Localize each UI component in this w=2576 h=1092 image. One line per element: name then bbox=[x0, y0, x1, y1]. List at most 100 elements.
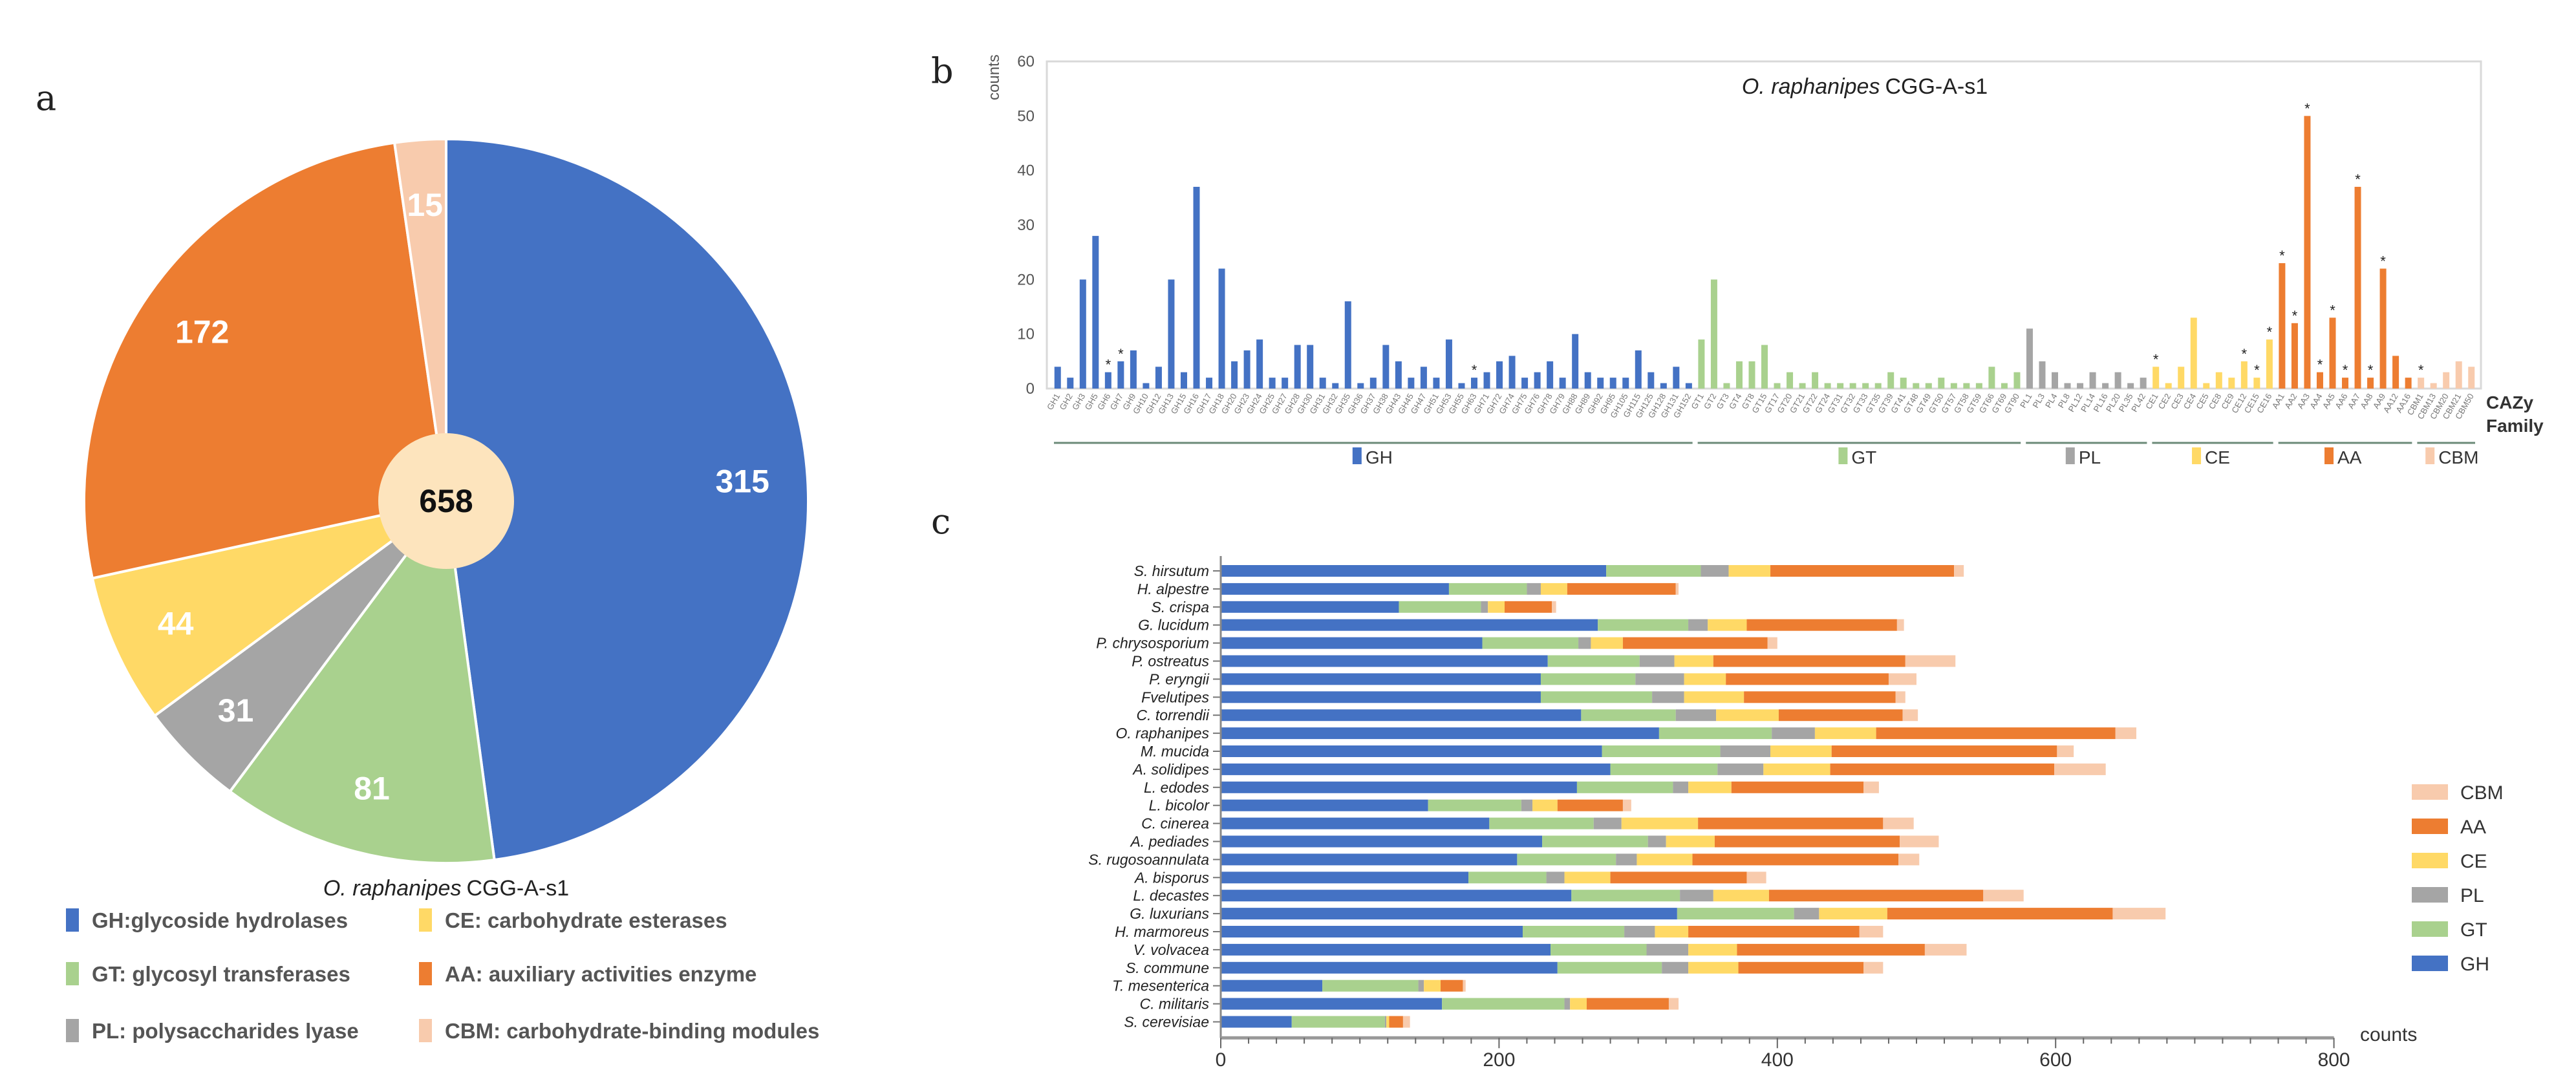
bar-cbm13 bbox=[2430, 383, 2437, 389]
stack-segment-cbm bbox=[2112, 908, 2166, 920]
bar-gh45 bbox=[1408, 378, 1415, 389]
x-tick-label: GT3 bbox=[1714, 392, 1731, 411]
stack-segment-aa bbox=[1726, 673, 1889, 685]
bar-pl1 bbox=[2026, 328, 2033, 389]
species-label: A. pediades bbox=[1130, 833, 1210, 850]
stack-segment-aa bbox=[1744, 691, 1896, 703]
stack-segment-gt bbox=[1540, 673, 1636, 685]
y-tick-label: 20 bbox=[1017, 271, 1035, 288]
bar-gh31 bbox=[1319, 378, 1326, 389]
bar-gh3 bbox=[1079, 279, 1086, 389]
stack-segment-gh bbox=[1221, 890, 1572, 902]
stack-segment-gh bbox=[1221, 583, 1449, 595]
stack-segment-cbm bbox=[1863, 781, 1879, 793]
stack-segment-pl bbox=[1675, 709, 1717, 722]
stack-segment-ce bbox=[1488, 601, 1505, 613]
stack-segment-gh bbox=[1221, 961, 1558, 974]
species-label: A. bisporus bbox=[1133, 869, 1210, 886]
bar-gh16 bbox=[1193, 186, 1200, 389]
species-label: C. militaris bbox=[1140, 996, 1210, 1012]
bar-gh32 bbox=[1332, 383, 1339, 389]
species-label: C. cinerea bbox=[1141, 815, 1209, 832]
stack-segment-pl bbox=[1624, 926, 1655, 937]
legend-swatch-aa bbox=[2412, 819, 2448, 834]
bar-gh17 bbox=[1206, 378, 1213, 389]
bar-gh13 bbox=[1168, 279, 1175, 389]
stack-segment-cbm bbox=[1859, 926, 1884, 937]
bar-aa2 bbox=[2291, 323, 2298, 389]
x-tick-label: AA6 bbox=[2333, 392, 2349, 411]
species-label: S. commune bbox=[1126, 959, 1209, 976]
stack-x-axis-label: counts bbox=[2360, 1024, 2417, 1045]
bar-pl42 bbox=[2140, 378, 2147, 389]
significance-star: * bbox=[2330, 302, 2335, 318]
bar-gh63 bbox=[1470, 378, 1477, 389]
species-label: P. eryngii bbox=[1149, 670, 1210, 687]
bar-pl4 bbox=[2052, 372, 2059, 389]
bar-gh71 bbox=[1483, 372, 1490, 389]
bar-aa12 bbox=[2392, 356, 2399, 389]
stack-segment-ce bbox=[1819, 908, 1887, 920]
bar-gh2 bbox=[1067, 378, 1074, 389]
stack-segment-pl bbox=[1662, 961, 1689, 974]
stack-segment-aa bbox=[1622, 637, 1768, 649]
pie-slice-ce bbox=[91, 500, 447, 718]
pie-legend: GH:glycoside hydrolases GT: glycosyl tran… bbox=[66, 908, 819, 1043]
stack-segment-gt bbox=[1557, 961, 1662, 974]
bar-gh55 bbox=[1458, 383, 1465, 389]
panel-label-a: a bbox=[36, 78, 56, 118]
stack-segment-gt bbox=[1482, 637, 1579, 649]
bar-gt58 bbox=[1963, 383, 1970, 389]
legend-label-pl: PL: polysaccharides lyase bbox=[92, 1019, 359, 1043]
bar-gh24 bbox=[1256, 339, 1263, 389]
bar-gh35 bbox=[1344, 301, 1351, 389]
stack-segment-cbm bbox=[1552, 601, 1556, 613]
x-tick-label: 600 bbox=[2039, 1049, 2072, 1071]
bar-aa3 bbox=[2304, 116, 2311, 389]
legend-swatch-ce bbox=[419, 908, 432, 932]
stack-segment-gt bbox=[1442, 998, 1565, 1010]
stack-segment-gt bbox=[1522, 926, 1625, 937]
stack-segment-aa bbox=[1567, 583, 1676, 595]
stack-legend: CBM AA CE PL GT GH bbox=[2412, 782, 2504, 975]
x-tick-label: CE4 bbox=[2182, 392, 2198, 411]
stack-segment-aa bbox=[1737, 943, 1925, 956]
significance-star: * bbox=[2153, 351, 2159, 367]
stack-segment-pl bbox=[1794, 908, 1819, 920]
species-label: M. mucida bbox=[1141, 743, 1209, 760]
stack-segment-cbm bbox=[2057, 745, 2074, 757]
pie-value-label-aa: 172 bbox=[175, 314, 229, 350]
bar-gh89 bbox=[1584, 372, 1591, 389]
x-tick-label: 200 bbox=[1483, 1049, 1515, 1071]
stack-segment-aa bbox=[1389, 1016, 1403, 1028]
legend-swatch-gt bbox=[66, 962, 79, 985]
bar-gh115 bbox=[1635, 350, 1642, 389]
y-tick-label: 50 bbox=[1017, 107, 1035, 125]
stack-segment-aa bbox=[1505, 601, 1552, 613]
bar-pl16 bbox=[2102, 383, 2109, 389]
group-label-ce: CE bbox=[2205, 447, 2230, 467]
bar-ce2 bbox=[2165, 383, 2172, 389]
species-label: T. mesenterica bbox=[1112, 978, 1209, 994]
legend-label-aa: AA: auxiliary activities enzyme bbox=[445, 962, 757, 986]
stack-segment-gt bbox=[1606, 565, 1701, 577]
stack-segment-gt bbox=[1448, 583, 1527, 595]
stack-segment-aa bbox=[1778, 709, 1903, 722]
bar-gh37 bbox=[1369, 378, 1377, 389]
bar-gt90 bbox=[2013, 372, 2021, 389]
stack-segment-ce bbox=[1564, 872, 1611, 884]
bar-gt31 bbox=[1837, 383, 1844, 389]
stack-segment-aa bbox=[1876, 727, 2116, 740]
stack-segment-ce bbox=[1684, 691, 1744, 703]
stack-segment-pl bbox=[1717, 763, 1764, 775]
bar-gh23 bbox=[1243, 350, 1250, 389]
bar-gh53 bbox=[1445, 339, 1452, 389]
y-tick-label: 30 bbox=[1017, 217, 1035, 234]
bar-gh105 bbox=[1622, 378, 1629, 389]
bar-gt4 bbox=[1735, 361, 1743, 389]
stack-segment-gt bbox=[1540, 691, 1653, 703]
bar-gt2 bbox=[1710, 279, 1717, 389]
group-swatch-ce bbox=[2192, 447, 2202, 464]
x-tick-label: CE8 bbox=[2207, 392, 2224, 411]
legend-label-gh: GH bbox=[2460, 954, 2489, 975]
